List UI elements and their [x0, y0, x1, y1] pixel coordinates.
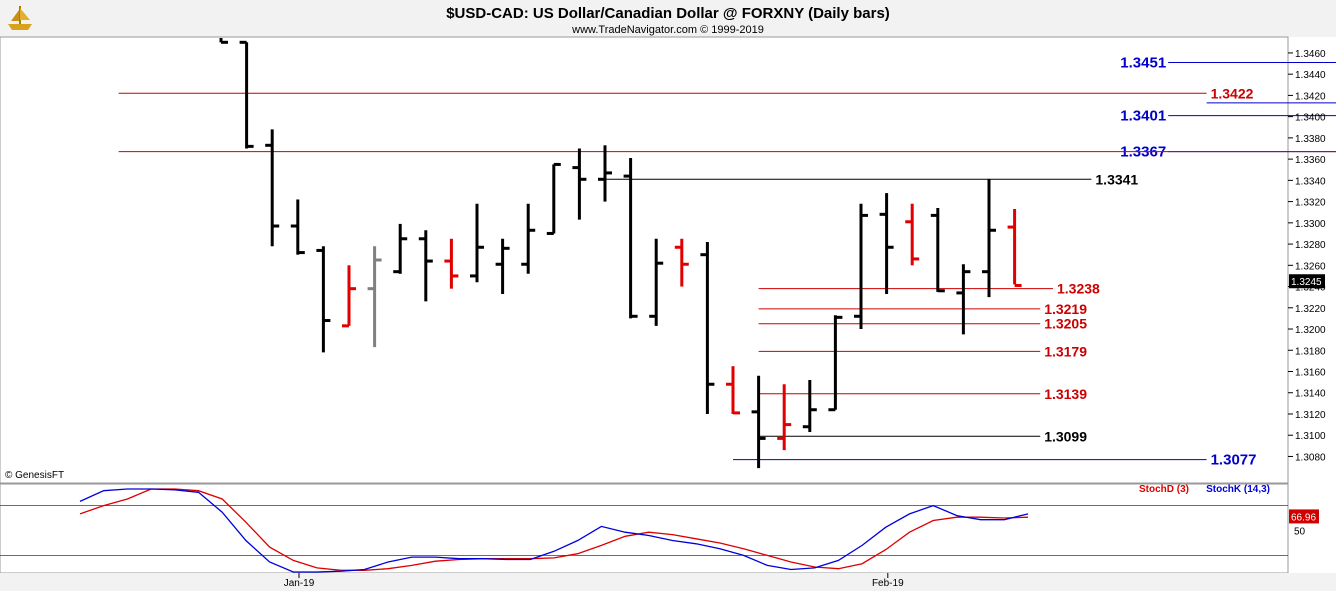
price-tick-label-18: 1.3440	[1295, 70, 1326, 81]
stoch-series-1	[79, 488, 1029, 573]
stochastic-lines	[0, 488, 1288, 573]
level-lines: 1.34511.34221.34131.34011.33671.33671.33…	[118, 54, 1336, 469]
level-label-12: 1.3099	[1044, 428, 1087, 444]
last-price-label: 1.3245	[1291, 277, 1322, 288]
date-label-1: Feb-19	[872, 578, 904, 589]
date-axis-bar	[0, 573, 1336, 591]
level-label-0: 1.3451	[1120, 54, 1166, 71]
price-tick-label-17: 1.3420	[1295, 91, 1326, 102]
stoch-series-0	[79, 488, 1029, 571]
price-tick-label-0: 1.3080	[1295, 452, 1326, 463]
price-tick-label-19: 1.3460	[1295, 49, 1326, 60]
level-label-7: 1.3238	[1057, 281, 1100, 297]
legend-stoch-k: StochK (14,3)	[1206, 484, 1270, 495]
level-label-13: 1.3077	[1211, 452, 1257, 469]
stoch-last-label: 66.96	[1291, 512, 1316, 523]
level-label-3: 1.3401	[1120, 108, 1166, 125]
level-label-9: 1.3205	[1044, 316, 1087, 332]
price-tick-label-6: 1.3200	[1295, 325, 1326, 336]
chart-title: $USD-CAD: US Dollar/Canadian Dollar @ FO…	[446, 5, 890, 22]
price-tick-label-2: 1.3120	[1295, 410, 1326, 421]
price-tick-label-5: 1.3180	[1295, 346, 1326, 357]
level-label-1: 1.3422	[1211, 85, 1254, 101]
price-panel	[0, 36, 1289, 484]
level-label-11: 1.3139	[1044, 386, 1087, 402]
price-bars	[219, 38, 1022, 469]
price-tick-label-3: 1.3140	[1295, 389, 1326, 400]
price-axis: 1.3080 1.3100 1.3120 1.3140 1.3160 1.3180 1.32…	[1288, 49, 1326, 463]
stochastic-panel	[0, 483, 1289, 574]
date-axis: Jan-19 Feb-19	[284, 573, 904, 589]
price-tick-label-13: 1.3340	[1295, 176, 1326, 187]
price-tick-label-10: 1.3280	[1295, 240, 1326, 251]
price-tick-label-9: 1.3260	[1295, 261, 1326, 272]
logo-ship-icon	[8, 6, 32, 30]
stoch-last-box	[1289, 509, 1319, 524]
price-tick-label-11: 1.3300	[1295, 219, 1326, 230]
price-tick-label-1: 1.3100	[1295, 431, 1326, 442]
date-label-0: Jan-19	[284, 578, 315, 589]
level-label-10: 1.3179	[1044, 343, 1087, 359]
chart-subtitle: www.TradeNavigator.com © 1999-2019	[571, 24, 764, 36]
price-tick-label-16: 1.3400	[1295, 113, 1326, 124]
price-tick-label-15: 1.3380	[1295, 134, 1326, 145]
price-tick-label-12: 1.3320	[1295, 198, 1326, 209]
stoch-tick-label-0: 50	[1294, 527, 1306, 538]
header-bar	[0, 0, 1336, 37]
legend-stoch-d: StochD (3)	[1139, 484, 1189, 495]
stochastic-axis: 50 66.96	[1289, 509, 1319, 538]
last-price-box	[1289, 274, 1325, 289]
level-label-8: 1.3219	[1044, 301, 1087, 317]
price-tick-label-7: 1.3220	[1295, 304, 1326, 315]
level-label-6: 1.3341	[1095, 171, 1138, 187]
price-tick-label-14: 1.3360	[1295, 155, 1326, 166]
price-tick-label-4: 1.3160	[1295, 368, 1326, 379]
watermark-text: © GenesisFT	[5, 470, 64, 481]
